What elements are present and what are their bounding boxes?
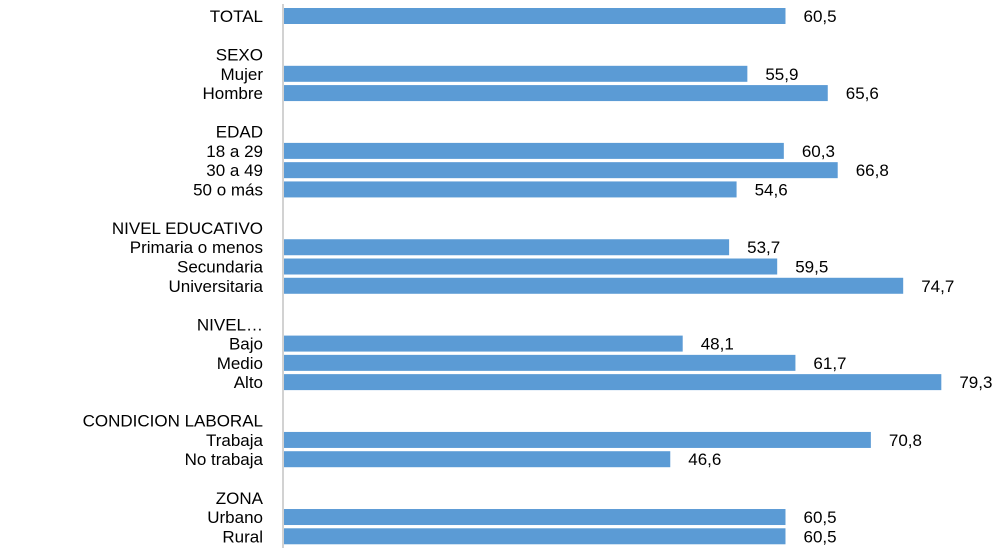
value-label-trabaja: 70,8 [889,431,922,450]
bar-bajo [284,335,683,352]
category-label-nivel-educativo: NIVEL EDUCATIVO [112,219,263,238]
category-label-rural: Rural [222,527,263,546]
bar-secundaria [284,258,778,275]
category-label-mujer: Mujer [220,65,263,84]
value-label-mujer: 55,9 [765,65,798,84]
value-label-50-o-mas: 54,6 [755,180,788,199]
category-label-urbano: Urbano [207,508,263,527]
value-label-universitaria: 74,7 [921,277,954,296]
value-label-primaria-o-menos: 53,7 [747,238,780,257]
bar-mujer [284,65,748,82]
category-label-universitaria: Universitaria [169,277,264,296]
category-label-50-o-mas: 50 o más [193,180,263,199]
category-label-18-a-29: 18 a 29 [206,142,263,161]
category-label-primaria-o-menos: Primaria o menos [130,238,263,257]
value-label-medio: 61,7 [813,354,846,373]
value-label-secundaria: 59,5 [795,258,828,277]
category-label-trabaja: Trabaja [206,431,264,450]
value-label-bajo: 48,1 [701,335,734,354]
category-label-alto: Alto [234,373,263,392]
value-label-30-a-49: 66,8 [856,161,889,180]
bar-no-trabaja [284,451,671,468]
category-label-secundaria: Secundaria [177,258,264,277]
category-label-hombre: Hombre [203,84,263,103]
bar-50-o-mas [284,181,737,198]
bar-trabaja [284,431,871,448]
value-label-hombre: 65,6 [846,84,879,103]
category-label-sexo: SEXO [216,46,263,65]
category-label-no-trabaja: No trabaja [185,450,264,469]
value-label-total: 60,5 [803,7,836,26]
value-label-18-a-29: 60,3 [802,142,835,161]
bar-30-a-49 [284,162,838,179]
bar-18-a-29 [284,142,784,159]
bar-primaria-o-menos [284,239,730,256]
category-label-30-a-49: 30 a 49 [206,161,263,180]
category-label-total: TOTAL [210,7,263,26]
category-label-medio: Medio [217,354,263,373]
bar-rural [284,528,786,545]
value-label-no-trabaja: 46,6 [688,450,721,469]
value-labels-group: 60,5 55,9 65,6 60,3 66,8 54,6 53,7 59,5 74,7 48,1… [688,7,992,546]
value-label-urbano: 60,5 [803,508,836,527]
category-label-condicion-laboral: CONDICION LABORAL [83,412,263,431]
bar-hombre [284,85,828,102]
category-label-bajo: Bajo [229,335,263,354]
bar-urbano [284,509,786,526]
category-label-nivel: NIVEL… [197,315,263,334]
bar-universitaria [284,277,904,294]
bar-medio [284,354,796,371]
bar-alto [284,374,942,391]
category-label-edad: EDAD [216,123,263,142]
bars-group [284,8,942,545]
bar-total [284,8,786,24]
value-label-alto: 79,3 [959,373,992,392]
category-label-zona: ZONA [216,489,264,508]
value-label-rural: 60,5 [803,527,836,546]
